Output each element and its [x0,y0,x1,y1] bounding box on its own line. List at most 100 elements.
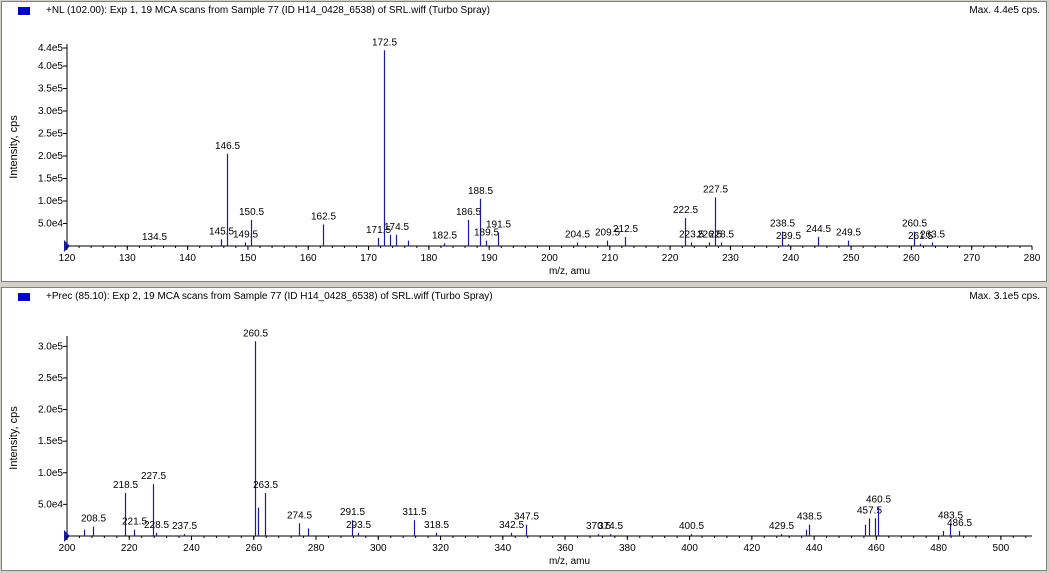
max-intensity-label: Max. 4.4e5 cps. [969,5,1040,16]
x-tick-label: 180 [421,253,438,264]
peak-label: 149.5 [233,229,258,240]
peak-label: 162.5 [311,211,336,222]
peak-label: 186.5 [456,207,481,218]
peak-label: 293.5 [346,520,371,531]
peak-label: 457.5 [857,505,882,516]
peak-label: 222.5 [673,205,698,216]
x-tick-label: 340 [494,543,511,554]
x-tick-label: 220 [121,543,138,554]
spectrum-pane-nl: +NL (102.00): Exp 1, 19 MCA scans from S… [1,1,1047,282]
max-intensity-label: Max. 3.1e5 cps. [969,291,1040,302]
peak-label: 238.5 [770,219,795,230]
x-tick-label: 130 [119,253,136,264]
y-tick-label: 5.0e4 [38,219,63,230]
y-tick-label: 5.0e4 [38,499,63,510]
peak-label: 189.5 [474,228,499,239]
y-tick-label: 1.0e5 [38,196,63,207]
peak-label: 221.5 [122,517,147,528]
x-tick-label: 360 [557,543,574,554]
peak-label: 237.5 [172,521,197,532]
peak-label: 227.5 [141,471,166,482]
peak-label: 182.5 [432,230,457,241]
x-tick-label: 400 [681,543,698,554]
peak-label: 218.5 [113,480,138,491]
x-tick-label: 280 [1024,253,1041,264]
x-tick-label: 240 [782,253,799,264]
y-tick-label: 2.5e5 [38,129,63,140]
y-tick-label: 1.5e5 [38,436,63,447]
peak-label: 347.5 [514,512,539,523]
peak-label: 191.5 [486,220,511,231]
y-tick-label: 4.4e5 [38,43,63,54]
x-tick-label: 260 [903,253,920,264]
peak-label: 146.5 [215,141,240,152]
peak-label: 400.5 [679,521,704,532]
peak-label: 226.5 [697,229,722,240]
peak-label: 318.5 [424,520,449,531]
x-tick-label: 160 [300,253,317,264]
trace-color-icon[interactable] [18,293,30,301]
trace-color-icon[interactable] [18,7,30,15]
y-tick-label: 3.0e5 [38,341,63,352]
peak-label: 486.5 [947,518,972,529]
x-tick-label: 190 [481,253,498,264]
peak-label: 212.5 [613,224,638,235]
x-axis-label: m/z, amu [549,266,590,277]
peak-label: 150.5 [239,207,264,218]
y-tick-label: 4.0e5 [38,61,63,72]
y-tick-label: 3.0e5 [38,106,63,117]
peak-label: 342.5 [499,520,524,531]
y-tick-label: 2.0e5 [38,405,63,416]
peak-label: 244.5 [806,224,831,235]
peak-label: 311.5 [402,507,427,518]
x-tick-label: 500 [993,543,1010,554]
peak-label: 239.5 [776,231,801,242]
peak-label: 438.5 [797,512,822,523]
peak-label: 460.5 [866,495,891,506]
peak-label: 227.5 [703,184,728,195]
x-tick-label: 300 [370,543,387,554]
spectrum-pane-prec: +Prec (85.10): Exp 2, 19 MCA scans from … [1,287,1047,571]
peak-label: 291.5 [340,507,365,518]
peak-label: 208.5 [81,514,106,525]
peak-label: 188.5 [468,186,493,197]
peak-label: 260.5 [902,219,927,230]
x-tick-label: 140 [179,253,196,264]
x-tick-label: 240 [183,543,200,554]
x-tick-label: 230 [722,253,739,264]
x-tick-label: 270 [963,253,980,264]
peak-label: 374.5 [598,521,623,532]
x-tick-label: 320 [432,543,449,554]
peak-label: 209.5 [595,228,620,239]
x-tick-label: 120 [59,253,76,264]
spectrum-plot[interactable]: 120 130 140 150 160 170 180 190 200 210 220 230 240 2… [2,2,1047,282]
peak-label: 134.5 [142,232,167,243]
y-tick-label: 2.0e5 [38,151,63,162]
y-axis-label: Intensity, cps [8,406,20,470]
x-tick-label: 260 [245,543,262,554]
x-tick-label: 150 [240,253,257,264]
peak-label: 260.5 [243,328,268,339]
x-tick-label: 460 [868,543,885,554]
peak-label: 274.5 [287,510,312,521]
spectrum-plot[interactable]: 200 220 240 260 280 300 320 340 360 380 400 420 440 4… [2,288,1047,571]
peak-label: 145.5 [209,226,234,237]
x-tick-label: 170 [360,253,377,264]
y-axis-label: Intensity, cps [8,115,20,179]
x-tick-label: 200 [59,543,76,554]
x-axis-label: m/z, amu [549,556,590,567]
x-tick-label: 200 [541,253,558,264]
x-tick-label: 210 [601,253,618,264]
peak-label: 223.5 [679,229,704,240]
peak-label: 249.5 [836,228,861,239]
peak-label: 429.5 [769,521,794,532]
peak-label: 263.5 [253,480,278,491]
x-tick-label: 250 [843,253,860,264]
pane-title: +NL (102.00): Exp 1, 19 MCA scans from S… [46,5,491,16]
x-tick-label: 220 [662,253,679,264]
peak-label: 261.5 [908,231,933,242]
x-tick-label: 440 [806,543,823,554]
pane-title: +Prec (85.10): Exp 2, 19 MCA scans from … [46,291,493,302]
y-tick-label: 3.5e5 [38,84,63,95]
peak-label: 228.5 [144,520,169,531]
